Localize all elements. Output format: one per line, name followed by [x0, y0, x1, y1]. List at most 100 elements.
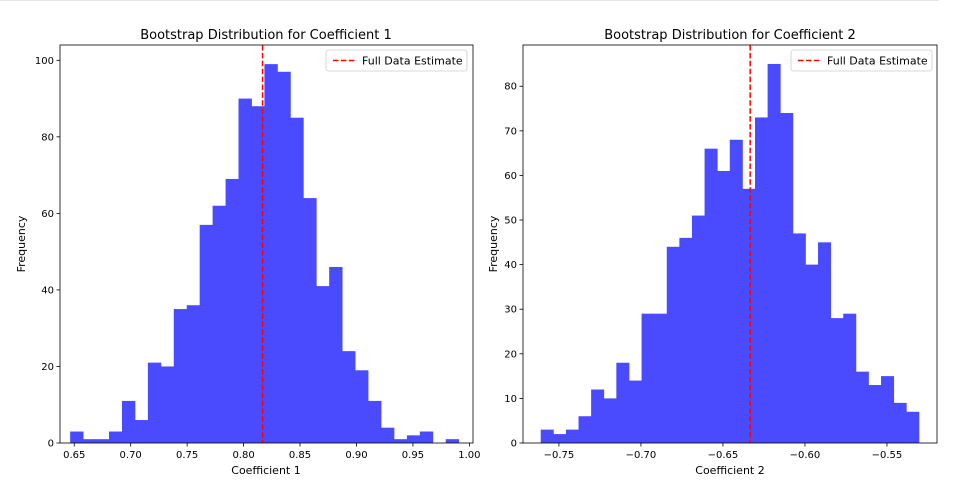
histogram-bar: [393, 439, 408, 443]
y-tick-label: 0: [48, 439, 54, 450]
histogram-bar: [368, 400, 382, 443]
y-tick-label: 30: [504, 305, 517, 316]
histogram-bar: [881, 376, 895, 443]
y-tick-label: 0: [511, 439, 517, 450]
histogram-bar: [767, 63, 781, 443]
histogram-bar: [251, 106, 265, 443]
histogram-bar: [186, 305, 201, 443]
chart-coefficient-1: Bootstrap Distribution for Coefficient 1…: [15, 28, 481, 477]
histogram-bar: [603, 398, 617, 443]
y-tick-label: 70: [504, 126, 517, 137]
histogram-bar: [445, 439, 460, 443]
histogram-bar: [316, 286, 330, 443]
plot-frame: [522, 44, 938, 444]
histogram-bar: [121, 400, 136, 443]
histogram-bar: [342, 351, 356, 443]
y-axis-ticks: 0 20 40 60 80 100: [35, 56, 60, 450]
histogram-bar: [355, 370, 369, 443]
y-axis-label: Frequency: [15, 215, 28, 272]
y-tick-label: 20: [41, 362, 54, 373]
histogram-bar: [830, 318, 844, 443]
histogram-bar: [173, 309, 188, 443]
x-tick-label: 0.65: [63, 450, 85, 461]
histogram-bar: [578, 416, 592, 443]
x-axis-ticks: 0.65 0.70 0.75 0.80 0.85 0.90 0.95 1.00: [63, 443, 481, 461]
x-tick-label: 0.85: [289, 450, 311, 461]
y-tick-label: 20: [504, 349, 517, 360]
histogram-bar: [818, 242, 832, 443]
top-divider: [0, 0, 939, 1]
legend: Full Data Estimate: [790, 49, 933, 72]
histogram-bar: [654, 313, 668, 443]
histogram-bar: [755, 117, 769, 444]
histogram-bar: [906, 411, 920, 443]
histogram-bar: [406, 435, 421, 443]
y-tick-label: 40: [504, 260, 517, 271]
y-tick-label: 50: [504, 216, 517, 227]
histogram-bar: [380, 427, 395, 443]
histogram-bar: [303, 198, 317, 443]
x-tick-label: −0.70: [626, 450, 657, 461]
y-axis-label: Frequency: [487, 215, 500, 272]
histogram-bar: [199, 224, 214, 443]
histogram-bar: [679, 237, 693, 443]
histogram-bar: [729, 139, 743, 443]
histogram-bar: [290, 117, 304, 444]
legend-box: [790, 49, 933, 72]
x-tick-label: 0.70: [120, 450, 142, 461]
chart-coefficient-2: Bootstrap Distribution for Coefficient 2…: [487, 28, 938, 477]
histogram-bar: [329, 266, 343, 443]
histogram-bar: [792, 233, 806, 443]
chart-title: Bootstrap Distribution for Coefficient 1: [140, 28, 392, 43]
x-tick-label: 0.75: [176, 450, 198, 461]
histogram-bar: [134, 420, 149, 443]
x-tick-label: −0.65: [708, 450, 739, 461]
histogram-bar: [212, 205, 226, 443]
x-axis-label: Coefficient 1: [231, 464, 300, 477]
histogram-bar: [277, 71, 291, 443]
histogram-bar: [780, 113, 794, 443]
histogram-bar: [147, 362, 162, 443]
histogram-bar: [843, 313, 857, 443]
plot-frame: [59, 44, 474, 444]
y-tick-label: 80: [504, 82, 517, 93]
histogram-bar: [717, 170, 731, 444]
legend-box: [325, 49, 468, 72]
histogram-bar: [616, 362, 630, 443]
y-tick-label: 60: [41, 209, 54, 220]
histogram-bar: [591, 389, 605, 443]
x-tick-label: −0.60: [790, 450, 821, 461]
histogram-bars: [70, 64, 460, 444]
x-tick-label: −0.55: [872, 450, 903, 461]
x-tick-label: 0.80: [232, 450, 254, 461]
legend-label: Full Data Estimate: [827, 55, 928, 68]
x-tick-label: 0.95: [402, 450, 424, 461]
histogram-bar: [704, 148, 718, 443]
x-tick-label: 1.00: [458, 450, 480, 461]
histogram-bar: [742, 188, 756, 443]
y-axis-ticks: 0 10 20 30 40 50 60 70 80: [504, 82, 523, 450]
histogram-bar: [540, 429, 554, 443]
histogram-bar: [160, 366, 175, 443]
histogram-bar: [641, 313, 655, 443]
histogram-bar: [855, 371, 869, 443]
histogram-bar: [893, 402, 907, 443]
y-tick-label: 60: [504, 171, 517, 182]
histogram-bars: [540, 63, 920, 444]
histogram-bar: [83, 439, 97, 443]
x-tick-label: −0.75: [544, 450, 575, 461]
histogram-bar: [419, 431, 434, 443]
histogram-bar: [666, 246, 680, 443]
histogram-bar: [70, 431, 84, 443]
histogram-bar: [553, 434, 567, 443]
y-tick-label: 100: [35, 56, 54, 67]
histogram-bar: [805, 264, 819, 443]
histogram-bar: [628, 380, 642, 443]
x-axis-label: Coefficient 2: [695, 464, 764, 477]
histogram-bar: [868, 385, 882, 443]
legend-label: Full Data Estimate: [362, 55, 463, 68]
x-tick-label: 0.90: [345, 450, 367, 461]
x-axis-ticks: −0.75 −0.70 −0.65 −0.60 −0.55: [544, 443, 903, 461]
chart-title: Bootstrap Distribution for Coefficient 2: [604, 28, 856, 43]
